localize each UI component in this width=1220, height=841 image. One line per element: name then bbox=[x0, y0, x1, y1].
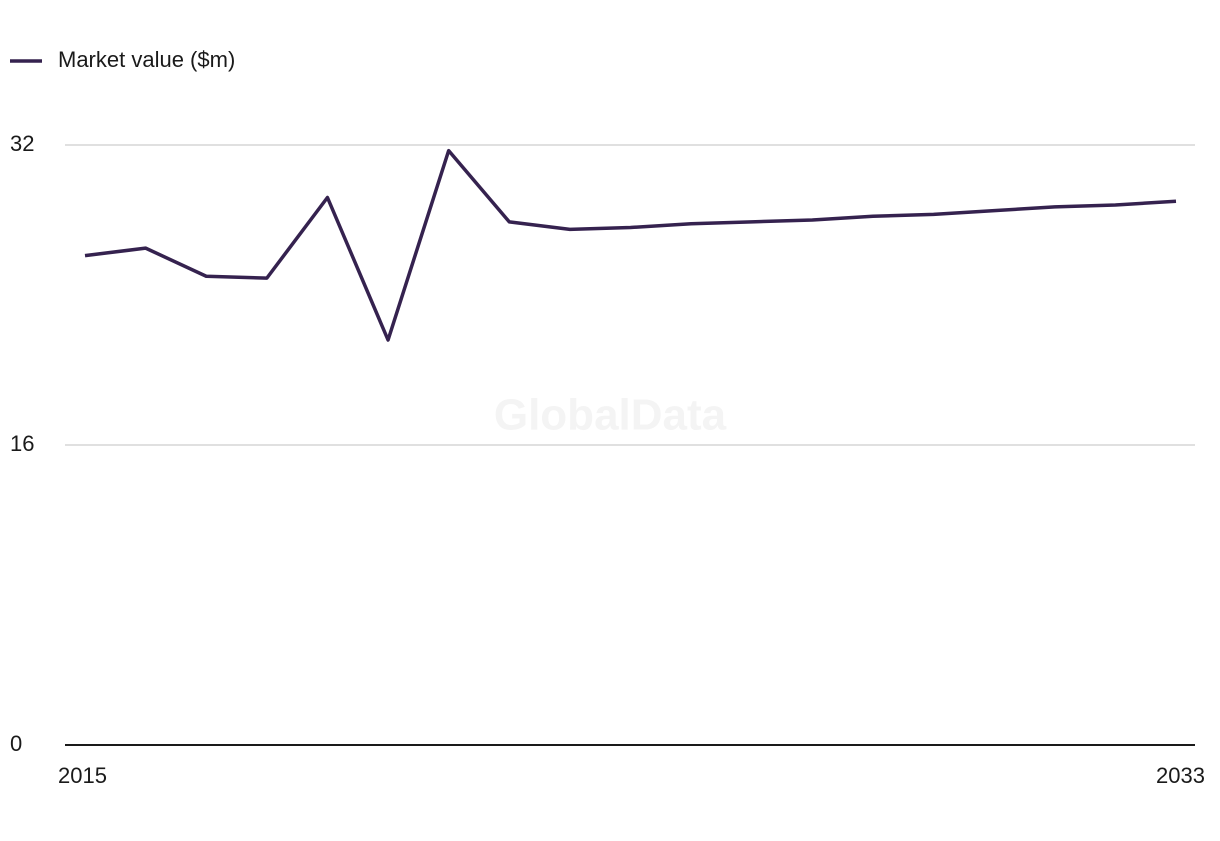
x-tick-label: 2033 bbox=[1156, 763, 1205, 788]
x-tick-label: 2015 bbox=[58, 763, 107, 788]
y-tick-label: 0 bbox=[10, 731, 22, 756]
watermark: GlobalData bbox=[494, 391, 727, 440]
legend-label: Market value ($m) bbox=[58, 47, 235, 72]
y-tick-label: 32 bbox=[10, 131, 34, 156]
data-line bbox=[84, 148, 1177, 342]
y-tick-label: 16 bbox=[10, 431, 34, 456]
